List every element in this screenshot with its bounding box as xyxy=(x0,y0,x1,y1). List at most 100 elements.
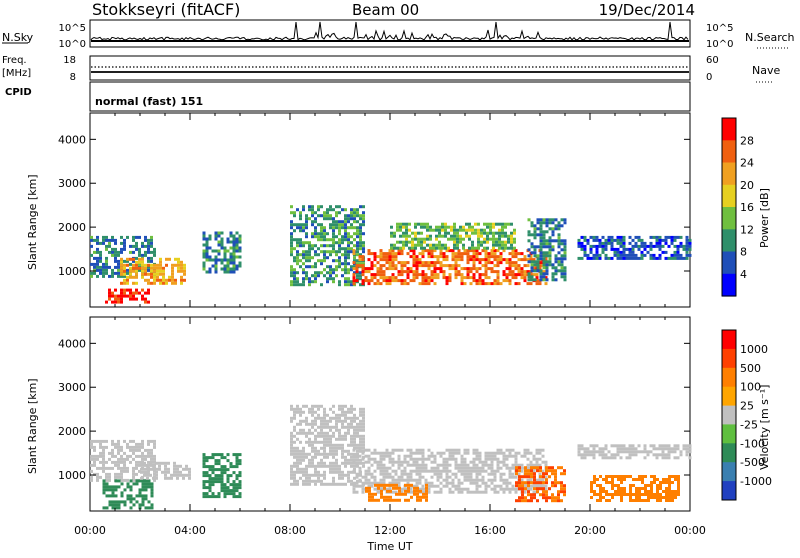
heatmap-cell xyxy=(299,431,302,435)
heatmap-cell xyxy=(616,444,620,448)
heatmap-cell xyxy=(123,500,127,504)
heatmap-cell xyxy=(508,270,512,274)
heatmap-cell xyxy=(484,469,488,473)
heatmap-cell xyxy=(211,264,215,268)
heatmap-cell xyxy=(350,464,353,468)
heatmap-cell xyxy=(332,277,335,281)
heatmap-cell xyxy=(167,476,170,480)
heatmap-cell xyxy=(314,229,317,233)
heatmap-cell xyxy=(554,472,557,476)
heatmap-cell xyxy=(93,454,96,458)
heatmap-cell xyxy=(132,475,135,479)
heatmap-cell xyxy=(557,493,560,497)
heatmap-cell xyxy=(344,232,347,236)
heatmap-cell xyxy=(138,250,141,254)
heatmap-cell xyxy=(185,473,188,477)
heatmap-cell xyxy=(551,248,555,252)
heatmap-cell xyxy=(391,478,395,482)
heatmap-cell xyxy=(335,461,338,465)
heatmap-cell xyxy=(542,481,545,485)
heatmap-cell xyxy=(347,470,350,474)
heatmap-cell xyxy=(314,250,317,254)
heatmap-cell xyxy=(361,484,365,488)
heatmap-cell xyxy=(481,466,485,470)
heatmap-cell xyxy=(620,478,623,481)
heatmap-cell xyxy=(376,282,380,286)
heatmap-cell xyxy=(448,463,452,467)
heatmap-cell xyxy=(359,241,362,245)
heatmap-cell xyxy=(182,473,185,477)
heatmap-cell xyxy=(111,451,114,455)
heatmap-cell xyxy=(161,470,164,474)
heatmap-cell xyxy=(514,463,518,467)
heatmap-cell xyxy=(347,476,350,480)
heatmap-cell xyxy=(332,232,335,236)
heatmap-cell xyxy=(135,472,138,476)
heatmap-cell xyxy=(445,264,449,268)
heatmap-cell xyxy=(554,269,558,273)
heatmap-cell xyxy=(108,466,111,470)
heatmap-cell xyxy=(302,446,305,450)
heatmap-cell xyxy=(496,463,500,467)
heatmap-cell xyxy=(302,458,305,462)
heatmap-cell xyxy=(299,452,302,456)
heatmap-cell xyxy=(108,478,111,482)
heatmap-cell xyxy=(456,246,459,250)
heatmap-cell xyxy=(135,288,138,292)
heatmap-cell xyxy=(220,465,224,469)
heatmap-cell xyxy=(665,487,668,490)
heatmap-cell xyxy=(373,258,377,262)
heatmap-cell xyxy=(688,244,692,248)
heatmap-cell xyxy=(610,238,614,242)
heatmap-cell xyxy=(329,452,332,456)
heatmap-cell xyxy=(370,472,374,476)
heatmap-cell xyxy=(114,488,118,492)
heatmap-cell xyxy=(421,249,425,253)
heatmap-cell xyxy=(391,481,395,485)
heatmap-cell xyxy=(416,495,419,499)
heatmap-cell xyxy=(141,257,144,261)
heatmap-cell xyxy=(430,484,434,488)
heatmap-cell xyxy=(515,499,518,503)
heatmap-cell xyxy=(238,249,242,253)
heatmap-cell xyxy=(481,460,485,464)
heatmap-cell xyxy=(526,258,530,262)
heatmap-cell xyxy=(460,252,464,256)
heatmap-cell xyxy=(311,458,314,462)
heatmap-cell xyxy=(238,237,242,241)
heatmap-cell xyxy=(226,474,230,478)
heatmap-cell xyxy=(302,467,305,471)
heatmap-cell xyxy=(361,490,365,494)
heatmap-cell xyxy=(542,254,546,258)
heatmap-cell xyxy=(539,230,543,234)
heatmap-cell xyxy=(314,449,317,453)
heatmap-cell xyxy=(442,258,446,262)
heatmap-cell xyxy=(538,478,542,482)
heatmap-cell xyxy=(611,478,614,481)
heatmap-cell xyxy=(421,255,425,259)
heatmap-cell xyxy=(314,473,317,477)
heatmap-cell xyxy=(628,450,632,454)
heatmap-cell xyxy=(445,469,449,473)
heatmap-cell xyxy=(468,225,471,229)
heatmap-cell xyxy=(108,485,112,489)
heatmap-cell xyxy=(147,439,150,443)
heatmap-cell xyxy=(153,278,156,282)
heatmap-cell xyxy=(232,246,236,250)
heatmap-cell xyxy=(108,488,112,492)
heatmap-cell xyxy=(610,244,614,248)
heatmap-cell xyxy=(111,300,114,304)
heatmap-cell xyxy=(614,493,617,496)
heatmap-cell xyxy=(391,457,395,461)
heatmap-cell xyxy=(144,263,147,267)
heatmap-cell xyxy=(498,234,501,238)
heatmap-cell xyxy=(329,419,332,423)
heatmap-cell xyxy=(389,495,392,499)
heatmap-cell xyxy=(450,225,453,229)
heatmap-cell xyxy=(141,497,145,501)
heatmap-cell xyxy=(439,472,443,476)
heatmap-cell xyxy=(484,451,488,455)
heatmap-cell xyxy=(454,460,458,464)
heatmap-cell xyxy=(141,260,144,264)
heatmap-cell xyxy=(475,454,479,458)
